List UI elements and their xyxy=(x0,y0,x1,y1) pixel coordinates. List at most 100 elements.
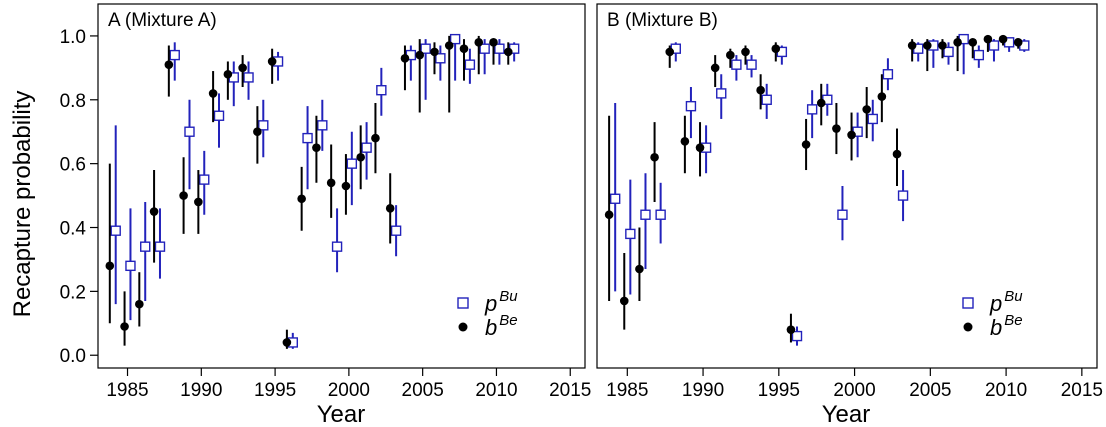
bbe-point xyxy=(635,264,644,274)
bbe-point xyxy=(194,197,203,207)
bbe-point xyxy=(801,140,811,149)
bbe-point xyxy=(907,41,917,50)
bbe-point xyxy=(297,194,306,204)
pbu-point xyxy=(640,209,651,220)
bbe-point xyxy=(356,152,365,162)
bbe-point xyxy=(105,261,115,271)
legend-label-pbu: p Bu xyxy=(989,288,1023,316)
y-tick-label: 0.2 xyxy=(60,282,86,303)
pbu-point xyxy=(973,49,985,61)
bbe-point xyxy=(1013,38,1023,47)
bbe-point xyxy=(459,44,469,54)
bbe-point xyxy=(120,322,129,331)
x-tick-label: 2010 xyxy=(985,380,1027,401)
bbe-point xyxy=(326,178,336,188)
y-tick-label: 0.0 xyxy=(60,346,86,367)
bbe-point xyxy=(923,41,932,50)
pbu-point xyxy=(140,241,151,252)
bbe-point xyxy=(832,124,841,133)
y-tick-label: 1.0 xyxy=(60,27,86,48)
bbe-point xyxy=(400,53,410,63)
pbu-point xyxy=(837,209,848,220)
pbu-point xyxy=(302,132,313,144)
panel-b-frame xyxy=(596,3,1098,369)
x-tick-label: 1995 xyxy=(758,380,800,401)
x-tick-label: 2010 xyxy=(475,380,517,401)
panel-a-frame xyxy=(97,3,586,369)
bbe-point xyxy=(267,57,277,66)
bbe-point xyxy=(816,98,826,108)
pbu-point xyxy=(346,158,358,169)
bbe-point xyxy=(503,47,513,57)
y-tick-label: 0.6 xyxy=(60,155,86,176)
pbu-point xyxy=(791,330,803,342)
x-tick-label: 1990 xyxy=(180,380,222,401)
pbu-point xyxy=(988,40,1000,51)
pbu-point xyxy=(110,225,121,236)
bbe-point xyxy=(489,38,498,47)
panel-b-x-axis-title: Year xyxy=(822,401,871,427)
bbe-point xyxy=(968,38,978,47)
legend-bbe-marker xyxy=(458,322,468,332)
pbu-point xyxy=(731,59,742,70)
bbe-point xyxy=(415,50,425,60)
pbu-point xyxy=(882,69,894,80)
bbe-point xyxy=(238,63,247,73)
pbu-point xyxy=(199,174,210,185)
bbe-point xyxy=(665,47,675,57)
pbu-point xyxy=(125,260,136,272)
pbu-point xyxy=(361,142,372,153)
panel-b-legend: p Bub Be xyxy=(962,288,1023,340)
bbe-point xyxy=(341,181,351,191)
bbe-point xyxy=(771,44,781,54)
pbu-point xyxy=(761,94,772,105)
pbu-point xyxy=(806,104,818,115)
bbe-point xyxy=(892,149,902,159)
pbu-point xyxy=(464,59,476,70)
bbe-point xyxy=(312,143,321,152)
legend-pbu-marker xyxy=(457,297,469,309)
pbu-point xyxy=(943,46,954,58)
bbe-point xyxy=(149,207,159,216)
x-tick-label: 2000 xyxy=(833,380,875,401)
bbe-point xyxy=(695,143,705,152)
bbe-point xyxy=(253,127,262,137)
pbu-point xyxy=(449,33,461,45)
pbu-point xyxy=(655,209,666,220)
bbe-point xyxy=(710,63,720,73)
legend-label-bbe: b Be xyxy=(485,312,518,340)
bbe-point xyxy=(208,89,218,98)
pbu-point xyxy=(867,113,878,125)
pbu-point xyxy=(390,225,402,236)
pbu-point xyxy=(625,228,636,240)
x-tick-label: 2015 xyxy=(549,380,591,401)
pbu-point xyxy=(746,59,757,70)
bbe-point xyxy=(619,296,629,306)
legend-pbu-marker xyxy=(962,297,974,309)
pbu-point xyxy=(331,241,343,252)
pbu-point xyxy=(479,43,490,54)
bbe-point xyxy=(726,50,735,60)
pbu-point xyxy=(685,100,697,112)
bbe-point xyxy=(786,325,796,334)
bbe-point xyxy=(135,299,144,309)
bbe-point xyxy=(164,60,174,69)
bbe-point xyxy=(179,191,188,200)
x-tick-label: 2005 xyxy=(402,380,444,401)
pbu-point xyxy=(184,126,195,137)
bbe-point xyxy=(680,136,690,146)
legend-label-pbu: p Bu xyxy=(484,288,518,316)
pbu-point xyxy=(169,49,180,61)
pbu-point xyxy=(435,53,446,64)
bbe-point xyxy=(604,210,614,220)
bbe-point xyxy=(650,152,659,162)
pbu-point xyxy=(213,110,225,121)
bbe-point xyxy=(385,204,395,213)
bbe-point xyxy=(998,34,1008,44)
bbe-point xyxy=(953,38,962,47)
bbe-point xyxy=(444,41,454,50)
panel-a: A (Mixture A) 1985 1990 1995 2000 2005 2010 20… xyxy=(60,3,591,427)
pbu-point xyxy=(716,88,727,99)
bbe-point xyxy=(282,338,292,347)
pbu-point xyxy=(317,120,328,131)
